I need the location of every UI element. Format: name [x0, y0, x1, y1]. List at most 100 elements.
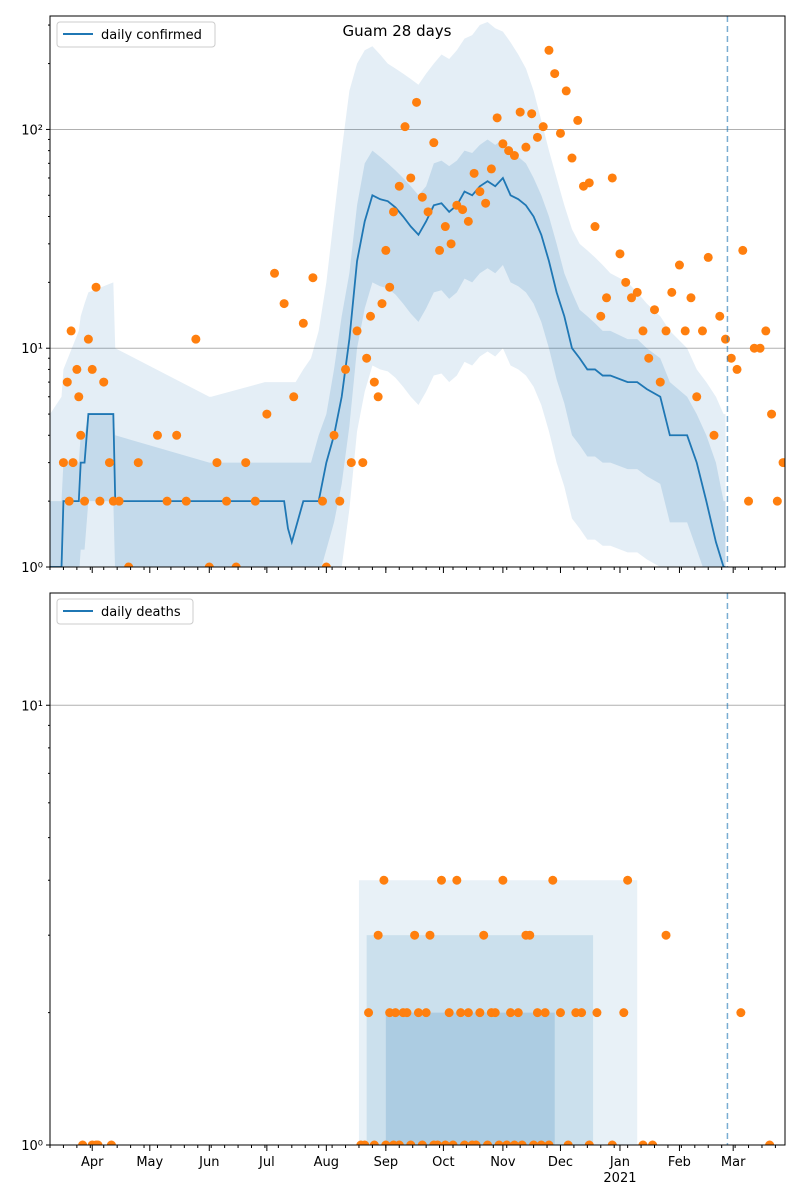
- data-point: [692, 392, 702, 402]
- data-point: [525, 930, 535, 940]
- data-point: [172, 430, 182, 440]
- data-point: [360, 1140, 370, 1145]
- data-point: [394, 181, 404, 191]
- data-point: [726, 353, 736, 363]
- data-point: [133, 458, 143, 468]
- legend-box: [56, 21, 216, 48]
- data-point: [567, 153, 577, 163]
- legend-label: daily deaths: [101, 605, 181, 620]
- data-point: [648, 1140, 658, 1145]
- data-point: [561, 86, 571, 96]
- data-point: [458, 205, 468, 215]
- data-point: [124, 562, 134, 567]
- data-point: [191, 334, 201, 344]
- data-point: [483, 1140, 493, 1145]
- data-point: [321, 562, 331, 567]
- data-point: [778, 458, 785, 468]
- data-point: [573, 115, 583, 125]
- legend-box: [56, 598, 194, 625]
- data-point: [767, 409, 777, 419]
- data-point: [373, 930, 383, 940]
- data-point: [402, 1008, 412, 1018]
- data-point: [703, 252, 713, 262]
- legend: daily confirmed: [56, 21, 216, 48]
- data-point: [697, 326, 707, 336]
- x-tick-label: Nov: [490, 1155, 516, 1170]
- data-point: [381, 1140, 391, 1145]
- x-tick-label: Jun: [198, 1155, 219, 1170]
- data-point: [425, 930, 435, 940]
- data-point: [538, 122, 548, 132]
- data-point: [607, 1140, 617, 1145]
- data-point: [352, 326, 362, 336]
- data-point: [364, 1008, 374, 1018]
- data-point: [410, 930, 420, 940]
- data-point: [607, 173, 617, 183]
- data-point: [181, 496, 191, 506]
- data-point: [555, 1008, 565, 1018]
- data-point: [532, 132, 542, 142]
- data-point: [365, 311, 375, 321]
- data-point: [377, 299, 387, 309]
- data-point: [761, 326, 771, 336]
- data-point: [732, 364, 742, 374]
- data-point: [308, 273, 318, 283]
- data-point: [661, 930, 671, 940]
- data-point: [667, 287, 677, 297]
- data-point: [765, 1140, 775, 1145]
- data-point: [66, 326, 76, 336]
- legend-label: daily confirmed: [101, 28, 202, 43]
- data-point: [498, 139, 508, 149]
- data-point: [83, 334, 93, 344]
- data-point: [577, 1008, 587, 1018]
- data-point: [91, 282, 101, 292]
- inner-uncertainty-band: [50, 139, 726, 567]
- data-point: [650, 305, 660, 315]
- data-point: [114, 496, 124, 506]
- data-point: [502, 1140, 512, 1145]
- data-point: [204, 562, 214, 567]
- data-point: [406, 1140, 416, 1145]
- data-point: [270, 268, 280, 278]
- data-point: [736, 1008, 746, 1018]
- data-point: [536, 1140, 546, 1145]
- data-point: [423, 207, 433, 217]
- data-point: [452, 875, 462, 885]
- data-point: [584, 178, 594, 188]
- data-point: [346, 458, 356, 468]
- y-tick-label: 10¹: [21, 342, 43, 357]
- uncertainty-band: [366, 935, 594, 1145]
- data-point: [417, 1140, 427, 1145]
- data-point: [532, 1008, 542, 1018]
- data-point: [373, 392, 383, 402]
- data-point: [590, 222, 600, 232]
- data-point: [709, 430, 719, 440]
- data-point: [492, 113, 502, 123]
- data-point: [250, 496, 260, 506]
- data-point: [481, 198, 491, 208]
- data-point: [529, 1140, 539, 1145]
- data-point: [62, 377, 72, 387]
- x-tick-label: Mar: [721, 1155, 746, 1170]
- data-point: [421, 1008, 431, 1018]
- panel-1: 10⁰ 10¹ 10² daily confirmed: [21, 15, 786, 576]
- data-point: [517, 1140, 527, 1145]
- series-line: [50, 176, 726, 567]
- data-point: [469, 168, 479, 178]
- data-point: [68, 458, 78, 468]
- data-point: [755, 343, 765, 353]
- data-point: [369, 377, 379, 387]
- data-point: [390, 1008, 400, 1018]
- data-point: [417, 192, 427, 202]
- data-point: [358, 458, 368, 468]
- data-point: [527, 109, 537, 119]
- data-point: [506, 1008, 516, 1018]
- data-point: [444, 1008, 454, 1018]
- data-point: [563, 1140, 573, 1145]
- data-point: [152, 430, 162, 440]
- plot-area: [50, 704, 785, 1145]
- data-point: [231, 562, 241, 567]
- data-point: [318, 496, 328, 506]
- data-point: [456, 1008, 466, 1018]
